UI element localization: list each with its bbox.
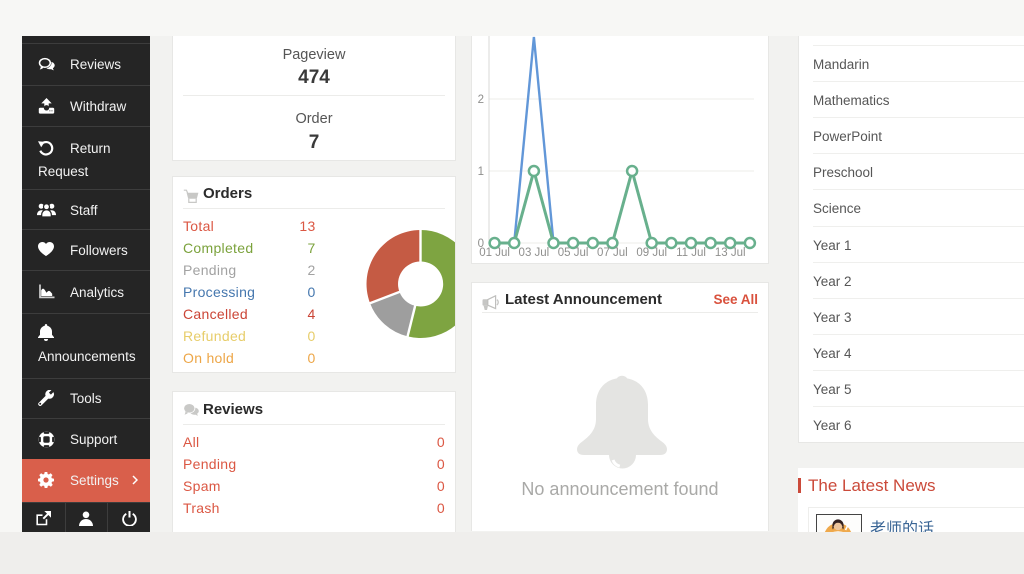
svg-text:13 Jul: 13 Jul [715,247,746,259]
svg-text:03 Jul: 03 Jul [519,247,550,259]
svg-text:0: 0 [478,238,484,250]
svg-text:05 Jul: 05 Jul [558,247,589,259]
svg-text:11 Jul: 11 Jul [676,247,706,259]
svg-text:09 Jul: 09 Jul [636,247,667,259]
svg-text:01 Jul: 01 Jul [479,247,510,259]
svg-text:2: 2 [478,94,484,106]
svg-text:1: 1 [478,166,484,178]
svg-text:07 Jul: 07 Jul [597,247,628,259]
